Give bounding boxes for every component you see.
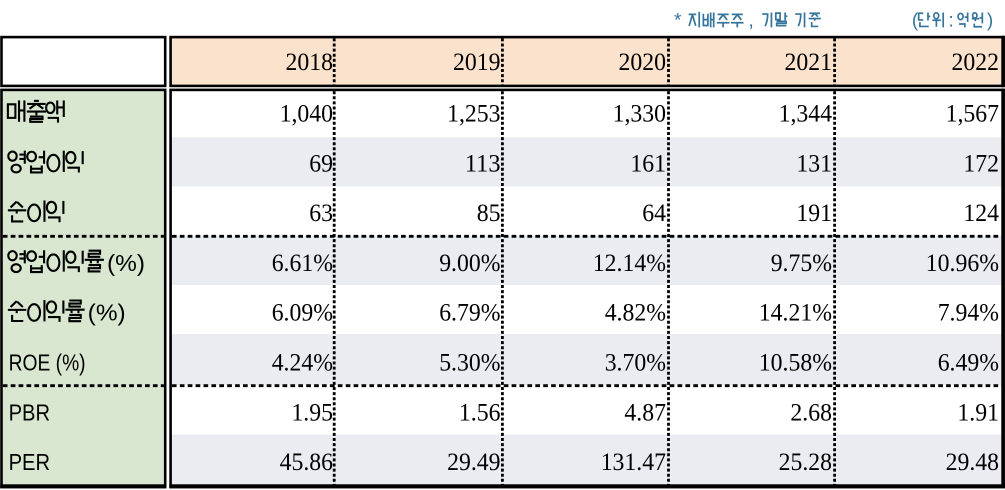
svg-text:6.49%: 6.49% [938, 350, 999, 377]
svg-text:4.87: 4.87 [624, 399, 666, 426]
svg-text:2020: 2020 [619, 49, 667, 76]
svg-text:172: 172 [963, 150, 999, 177]
svg-text:1.56: 1.56 [459, 399, 501, 426]
svg-text::: : [949, 11, 954, 32]
svg-text:131.47: 131.47 [601, 449, 666, 476]
svg-text:161: 161 [630, 150, 666, 177]
svg-text:1.91: 1.91 [957, 399, 999, 426]
svg-text:25.28: 25.28 [779, 449, 832, 476]
svg-text:29.48: 29.48 [946, 449, 999, 476]
svg-text:9.75%: 9.75% [771, 250, 832, 277]
svg-text:3.70%: 3.70% [605, 350, 666, 377]
svg-text:7.94%: 7.94% [938, 300, 999, 327]
svg-text:10.58%: 10.58% [759, 350, 832, 377]
svg-text:(: ( [912, 11, 919, 32]
svg-text:29.49: 29.49 [447, 449, 500, 476]
svg-text:1.95: 1.95 [291, 399, 333, 426]
svg-text:4.82%: 4.82% [605, 300, 666, 327]
svg-text:4.24%: 4.24% [272, 350, 333, 377]
svg-text:2021: 2021 [785, 49, 833, 76]
svg-text:*: * [674, 11, 682, 32]
svg-text:ROE (%): ROE (%) [9, 350, 86, 376]
svg-text:2019: 2019 [453, 49, 501, 76]
svg-text:1,330: 1,330 [613, 101, 666, 128]
svg-text:69: 69 [309, 150, 333, 177]
svg-text:1,040: 1,040 [280, 101, 333, 128]
svg-text:,: , [749, 11, 754, 32]
svg-text:6.79%: 6.79% [439, 300, 500, 327]
svg-text:64: 64 [642, 200, 666, 227]
svg-text:131: 131 [796, 150, 832, 177]
svg-text:191: 191 [796, 200, 832, 227]
svg-text:113: 113 [465, 150, 501, 177]
svg-text:85: 85 [477, 200, 501, 227]
svg-text:14.21%: 14.21% [759, 300, 832, 327]
svg-text:PER: PER [9, 449, 51, 475]
svg-text:2018: 2018 [286, 49, 334, 76]
svg-text:5.30%: 5.30% [439, 350, 500, 377]
svg-text:2.68: 2.68 [790, 399, 832, 426]
svg-text:1,567: 1,567 [946, 101, 999, 128]
svg-text:9.00%: 9.00% [439, 250, 500, 277]
svg-text:1,253: 1,253 [447, 101, 500, 128]
svg-text:6.61%: 6.61% [272, 250, 333, 277]
svg-text:1,344: 1,344 [779, 101, 833, 128]
svg-text:(%): (%) [107, 250, 145, 276]
svg-text:PBR: PBR [9, 399, 51, 425]
svg-text:12.14%: 12.14% [593, 250, 666, 277]
svg-text:): ) [987, 11, 993, 32]
svg-text:10.96%: 10.96% [926, 250, 999, 277]
svg-text:6.09%: 6.09% [272, 300, 333, 327]
svg-text:63: 63 [309, 200, 333, 227]
svg-text:45.86: 45.86 [280, 449, 333, 476]
svg-text:124: 124 [963, 200, 999, 227]
svg-text:2022: 2022 [952, 49, 1000, 76]
svg-text:(%): (%) [88, 300, 126, 326]
